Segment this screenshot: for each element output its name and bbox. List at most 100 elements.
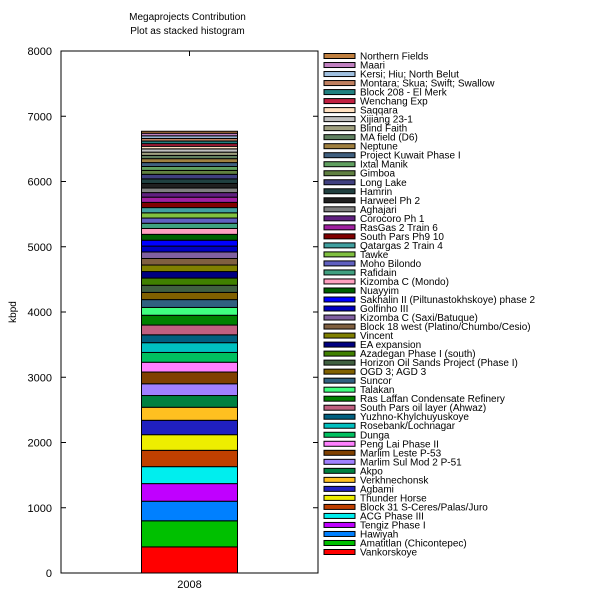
legend-label: Hamrin xyxy=(360,187,392,198)
legend-swatch xyxy=(323,359,356,366)
bar-segment xyxy=(141,178,238,184)
legend-swatch xyxy=(323,224,356,231)
legend-label: Kizomba C (Saxi/Batuque) xyxy=(360,313,478,324)
legend-label: Akpo xyxy=(360,466,383,477)
legend-swatch xyxy=(323,494,356,501)
legend-label: OGD 3; AGD 3 xyxy=(360,367,427,378)
legend-swatch xyxy=(323,503,356,510)
legend-label: RasGas 2 Train 6 xyxy=(360,223,438,234)
y-axis: 0 1000 2000 3000 4000 5000 6000 7000 8000 xyxy=(28,46,318,580)
legend-swatch xyxy=(323,98,356,105)
legend-label: Nuayyim xyxy=(360,286,399,297)
legend-swatch xyxy=(323,251,356,258)
legend-label: Rosebank/Lochnagar xyxy=(360,421,456,432)
bar-segment xyxy=(141,324,238,336)
legend-label: Marlim Sul Mod 2 P-51 xyxy=(360,457,462,468)
legend-label: Suncor xyxy=(360,376,392,387)
stacked-bar xyxy=(141,130,238,574)
legend-label: Tawke xyxy=(360,250,389,261)
bar-segment xyxy=(141,500,238,522)
bar-segment xyxy=(141,257,238,266)
legend-swatch xyxy=(323,332,356,339)
bar-segment xyxy=(141,201,238,209)
bar-segment xyxy=(141,314,238,326)
bar-segment xyxy=(141,291,238,301)
legend-swatch xyxy=(323,377,356,384)
bar-segment xyxy=(141,306,238,316)
legend-swatch xyxy=(323,260,356,267)
bar-segment xyxy=(141,434,238,451)
bar-segment xyxy=(141,342,238,353)
x-tick-label: 2008 xyxy=(177,579,201,591)
y-tick-label: 1000 xyxy=(28,503,52,515)
legend-swatch xyxy=(323,161,356,168)
bar-segment xyxy=(141,239,238,247)
bar-segment xyxy=(141,222,238,229)
legend-swatch xyxy=(323,305,356,312)
legend-swatch xyxy=(323,89,356,96)
bar-segment xyxy=(141,192,238,198)
legend-label: Marlim Leste P-53 xyxy=(360,448,442,459)
bar-segment xyxy=(141,169,238,175)
legend-swatch xyxy=(323,386,356,393)
bar-segment xyxy=(141,217,238,224)
legend-swatch xyxy=(323,296,356,303)
y-tick-label: 5000 xyxy=(28,242,52,254)
bar-segment xyxy=(141,419,238,436)
legend-label: Neptune xyxy=(360,142,398,153)
bar-segment xyxy=(141,546,238,574)
legend-label: Amatitlan (Chicontepec) xyxy=(360,538,467,549)
legend-swatch xyxy=(323,125,356,132)
legend-swatch xyxy=(323,467,356,474)
legend-swatch xyxy=(323,314,356,321)
legend-swatch xyxy=(323,107,356,114)
legend-swatch xyxy=(323,242,356,249)
bar-segment xyxy=(141,271,238,279)
bar-segment xyxy=(141,251,238,259)
bar-segment xyxy=(141,158,238,164)
legend-label: Saqqara xyxy=(360,106,398,117)
legend-swatch xyxy=(323,323,356,330)
legend-swatch xyxy=(323,179,356,186)
legend-swatch xyxy=(323,368,356,375)
bar-segment xyxy=(141,187,238,194)
legend-label: Block 208 - El Merk xyxy=(360,88,448,99)
legend-label: Verkhnechonsk xyxy=(360,475,429,486)
y-axis-label: kbpd xyxy=(8,301,19,323)
y-tick-label: 2000 xyxy=(28,438,52,450)
legend-label: Talakan xyxy=(360,385,394,396)
legend-label: Agbami xyxy=(360,484,394,495)
legend-label: Sakhalin II (Piltunastokhskoye) phase 2 xyxy=(360,295,536,306)
legend-label: Horizon Oil Sands Project (Phase I) xyxy=(360,358,518,369)
y-tick-label: 0 xyxy=(46,568,52,580)
legend-label: Maari xyxy=(360,61,385,72)
legend-swatch xyxy=(323,422,356,429)
legend-swatch xyxy=(323,215,356,222)
legend-label: Vankorskoye xyxy=(360,548,418,559)
legend-label: Long Lake xyxy=(360,178,407,189)
legend-swatch xyxy=(323,341,356,348)
legend-swatch xyxy=(323,458,356,465)
legend-label: Kizomba C (Mondo) xyxy=(360,277,449,288)
legend-label: Qatargas 2 Train 4 xyxy=(360,241,443,252)
legend-swatch xyxy=(323,395,356,402)
legend-swatch xyxy=(323,431,356,438)
legend-swatch xyxy=(323,278,356,285)
legend-swatch xyxy=(323,539,356,546)
bar-segment xyxy=(141,130,238,134)
bar-segment xyxy=(141,162,238,167)
legend-label: Azadegan Phase I (south) xyxy=(360,349,476,360)
legend-swatch xyxy=(323,476,356,483)
legend-label: ACG Phase III xyxy=(360,511,424,522)
legend-swatch xyxy=(323,350,356,357)
legend-swatch xyxy=(323,152,356,159)
y-tick-label: 3000 xyxy=(28,372,52,384)
legend-swatch xyxy=(323,404,356,411)
bar-segment xyxy=(141,361,238,373)
legend-swatch xyxy=(323,512,356,519)
bar-segment xyxy=(141,383,238,397)
legend-swatch xyxy=(323,188,356,195)
legend-swatch xyxy=(323,71,356,78)
legend-label: Peng Lai Phase II xyxy=(360,439,439,450)
bar-segment xyxy=(141,165,238,171)
